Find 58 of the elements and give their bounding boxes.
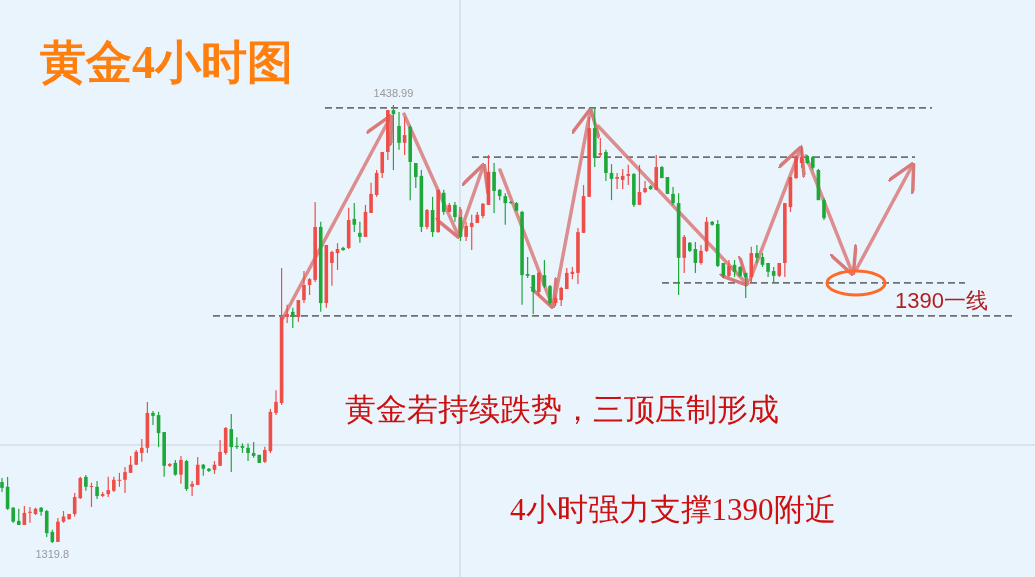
chart-title: 黄金4小时图: [40, 37, 293, 88]
candlestick: [464, 221, 468, 242]
candlestick: [0, 477, 4, 493]
candlestick: [682, 234, 686, 274]
candlestick: [290, 307, 295, 329]
candlestick: [441, 189, 446, 216]
candlestick: [195, 456, 200, 486]
candlestick: [179, 455, 183, 485]
candlestick: [151, 410, 155, 426]
candlestick: [626, 164, 631, 186]
candlestick: [397, 111, 401, 151]
candlestick: [302, 270, 306, 304]
candlestick: [699, 244, 703, 266]
candlestick: [492, 162, 496, 214]
candlestick: [755, 244, 759, 264]
candlestick: [330, 250, 334, 287]
candlestick: [95, 480, 99, 500]
candlestick: [414, 162, 418, 189]
annotation: 1319.8: [35, 548, 70, 560]
candlestick: [229, 413, 234, 473]
candlestick: [531, 274, 536, 315]
candlestick: [615, 172, 619, 190]
candlestick: [274, 389, 278, 416]
candlestick: [503, 192, 508, 226]
candlestick: [28, 506, 32, 524]
candlestick: [106, 476, 111, 498]
candlestick: [358, 221, 362, 244]
candlestick: [671, 186, 675, 206]
candlestick: [352, 202, 357, 233]
candlestick: [218, 439, 222, 467]
candlestick: [469, 214, 474, 251]
candlestick: [794, 154, 798, 180]
candlestick: [604, 149, 608, 182]
candlestick: [380, 151, 385, 179]
annotation: 黄金若持续跌势，三顶压制形成: [345, 392, 779, 427]
candlestick: [56, 517, 60, 543]
candlestick: [285, 304, 289, 324]
annotation: 4小时强力支撑1390附近: [510, 492, 836, 527]
candlestick: [643, 180, 647, 194]
annotation: 1438.99: [373, 87, 414, 99]
candlestick: [453, 201, 457, 223]
candlestick: [123, 466, 127, 494]
candlestick: [44, 509, 49, 538]
candlestick: [39, 506, 43, 517]
candlestick: [548, 284, 552, 306]
candlestick: [78, 476, 83, 500]
candlestick: [425, 208, 429, 230]
candlestick: [822, 197, 826, 221]
candlestick: [654, 154, 659, 191]
candlestick: [559, 286, 563, 307]
candlestick: [246, 442, 250, 462]
candlestick: [743, 272, 748, 299]
candlestick: [369, 182, 373, 214]
candlestick: [235, 436, 239, 450]
candlestick: [190, 480, 194, 497]
candlestick: [537, 271, 541, 297]
candlestick: [140, 438, 144, 463]
ref-line-label: 1390一线: [895, 287, 988, 313]
